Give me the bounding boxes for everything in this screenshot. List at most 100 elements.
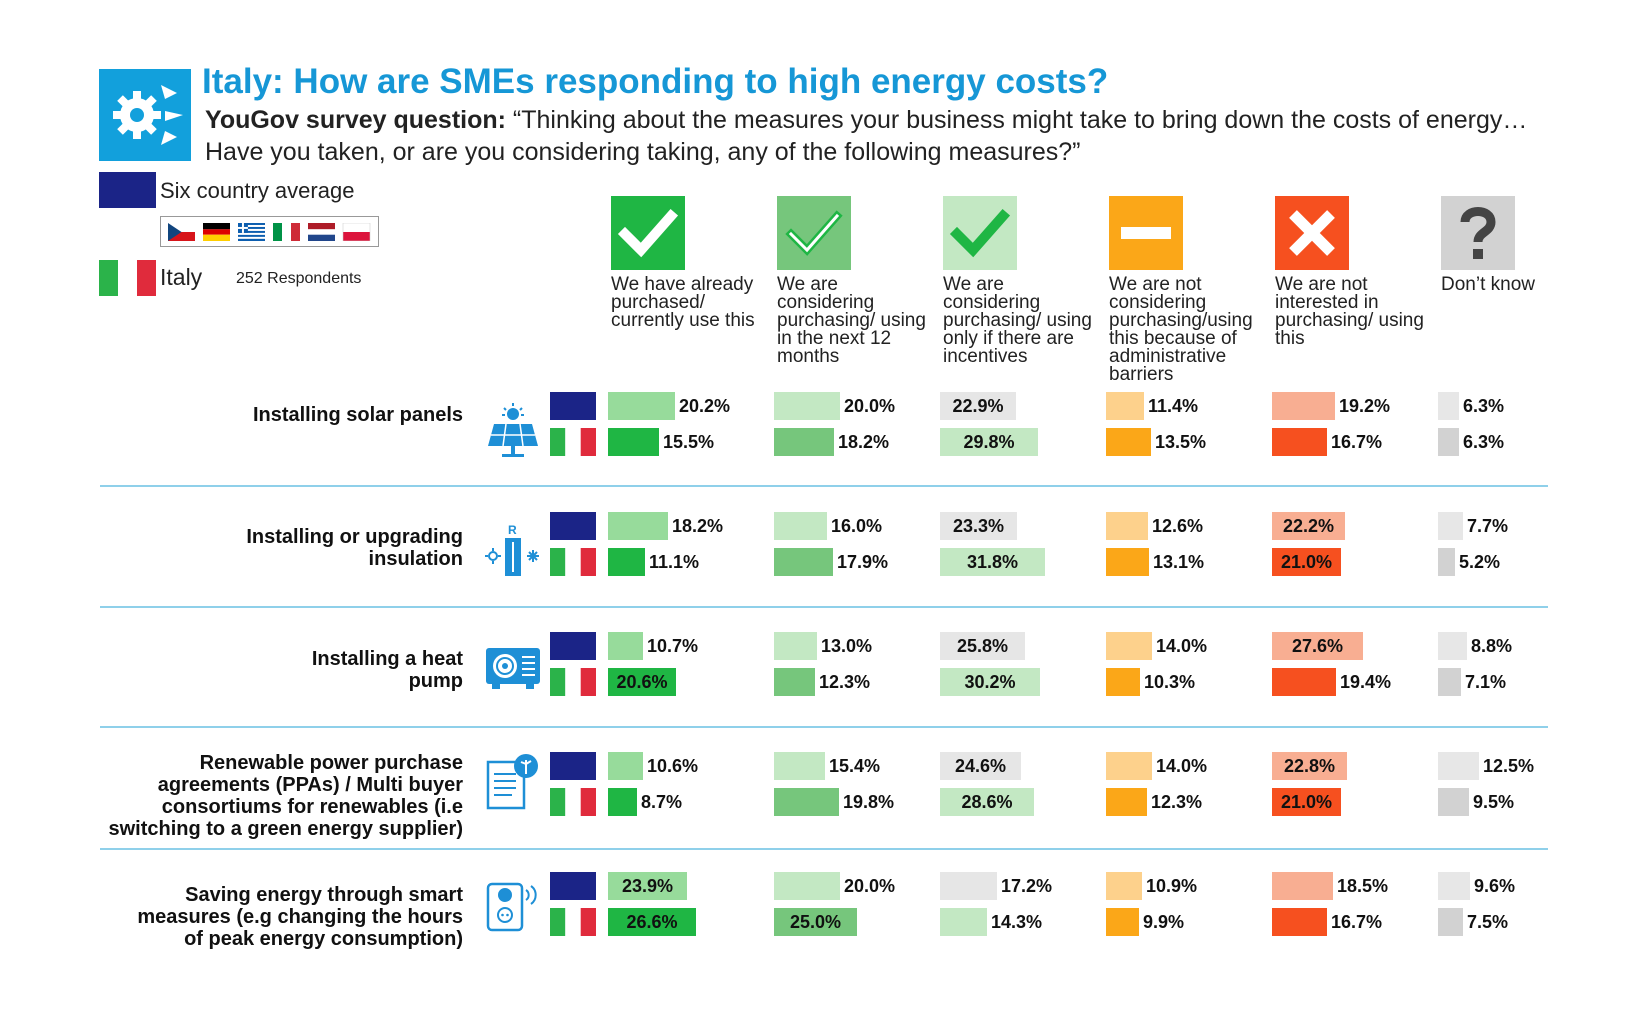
value-label: 19.2% bbox=[1339, 396, 1391, 416]
value-label: 15.5% bbox=[663, 432, 715, 452]
bar-avg-3-1 bbox=[774, 752, 825, 780]
bar-avg-2-0 bbox=[608, 632, 643, 660]
bar-it-1-0 bbox=[608, 548, 645, 576]
bar-it-2-5 bbox=[1438, 668, 1461, 696]
cross-icon bbox=[1275, 196, 1349, 270]
value-label: 9.6% bbox=[1474, 876, 1516, 896]
bar-avg-3-4 bbox=[1272, 752, 1347, 780]
value-label: 14.0% bbox=[1156, 636, 1208, 656]
value-label: 22.2% bbox=[1282, 516, 1335, 536]
value-label: 31.8% bbox=[966, 552, 1019, 572]
bar-avg-0-2 bbox=[940, 392, 1016, 420]
check-icon bbox=[777, 196, 851, 270]
bar-it-4-1 bbox=[774, 908, 857, 936]
bar-avg-3-0 bbox=[608, 752, 643, 780]
value-label: 15.4% bbox=[829, 756, 881, 776]
value-label: 6.3% bbox=[1463, 432, 1505, 452]
respondents-count: 252 Respondents bbox=[236, 270, 362, 287]
bar-it-1-4 bbox=[1272, 548, 1341, 576]
insulation-icon: R bbox=[485, 523, 539, 576]
column-header-admin-barriers: We are not considering purchasing/using … bbox=[1109, 274, 1253, 385]
bar-it-4-2 bbox=[940, 908, 987, 936]
bar-avg-3-2 bbox=[940, 752, 1021, 780]
check-icon bbox=[611, 196, 685, 270]
bar-avg-3-5 bbox=[1438, 752, 1479, 780]
value-label: 17.9% bbox=[837, 552, 889, 572]
bar-avg-2-4 bbox=[1272, 632, 1363, 660]
question-icon bbox=[1441, 196, 1515, 270]
value-label: 26.6% bbox=[626, 912, 678, 932]
bar-avg-4-2 bbox=[940, 872, 997, 900]
greece-flag-icon bbox=[238, 223, 265, 241]
bar-avg-1-0 bbox=[608, 512, 668, 540]
column-header-purchased: We have already purchased/ currently use… bbox=[611, 274, 755, 331]
value-label: 23.3% bbox=[952, 516, 1005, 536]
bar-it-4-3 bbox=[1106, 908, 1139, 936]
czech-flag-icon bbox=[168, 223, 195, 241]
bar-avg-2-1 bbox=[774, 632, 817, 660]
average-flag bbox=[550, 752, 596, 780]
value-label: 11.4% bbox=[1148, 396, 1199, 416]
bar-it-3-2 bbox=[940, 788, 1034, 816]
value-label: 16.7% bbox=[1331, 912, 1383, 932]
value-label: 6.3% bbox=[1463, 396, 1505, 416]
value-label: 12.3% bbox=[1151, 792, 1203, 812]
value-label: 23.9% bbox=[621, 876, 674, 896]
value-label: 8.8% bbox=[1471, 636, 1513, 656]
value-label: 7.5% bbox=[1467, 912, 1509, 932]
bar-it-2-1 bbox=[774, 668, 815, 696]
value-label: 10.6% bbox=[647, 756, 699, 776]
bar-it-1-2 bbox=[940, 548, 1045, 576]
bar-it-0-3 bbox=[1106, 428, 1151, 456]
check-icon bbox=[943, 196, 1017, 270]
value-label: 27.6% bbox=[1291, 636, 1344, 656]
value-label: 30.2% bbox=[964, 672, 1016, 692]
bar-it-2-4 bbox=[1272, 668, 1336, 696]
bar-it-3-1 bbox=[774, 788, 839, 816]
bar-avg-4-0 bbox=[608, 872, 687, 900]
bar-it-2-2 bbox=[940, 668, 1040, 696]
value-label: 12.5% bbox=[1483, 756, 1535, 776]
poland-flag-icon bbox=[342, 223, 371, 241]
value-label: 20.0% bbox=[844, 396, 896, 416]
value-label: 20.0% bbox=[844, 876, 896, 896]
value-label: 21.0% bbox=[1280, 792, 1333, 812]
bar-avg-4-1 bbox=[774, 872, 840, 900]
bar-it-0-1 bbox=[774, 428, 834, 456]
heat-pump-icon bbox=[486, 648, 540, 689]
value-label: 13.5% bbox=[1155, 432, 1207, 452]
question-prefix: YouGov survey question: bbox=[205, 106, 506, 134]
value-label: 7.7% bbox=[1467, 516, 1509, 536]
gear-arrows-icon bbox=[99, 69, 191, 161]
page-title: Italy: How are SMEs responding to high e… bbox=[202, 62, 1109, 101]
bar-avg-3-3 bbox=[1106, 752, 1152, 780]
contract-icon bbox=[486, 754, 538, 810]
bar-it-2-0 bbox=[608, 668, 676, 696]
bar-it-1-5 bbox=[1438, 548, 1455, 576]
value-label: 12.6% bbox=[1152, 516, 1204, 536]
row-separator bbox=[100, 485, 1548, 487]
bar-avg-1-3 bbox=[1106, 512, 1148, 540]
bar-avg-4-4 bbox=[1272, 872, 1333, 900]
row-label-heat-pump: Installing a heat pump bbox=[311, 648, 463, 692]
svg-text:R: R bbox=[508, 523, 517, 537]
row-separator bbox=[100, 726, 1548, 728]
row-label-ppa: Renewable power purchase agreements (PPA… bbox=[108, 752, 463, 840]
question-text: “Thinking about the measures your busine… bbox=[205, 106, 1528, 166]
value-label: 22.8% bbox=[1283, 756, 1336, 776]
column-header-dont-know: Don’t know bbox=[1441, 274, 1535, 295]
value-label: 17.2% bbox=[1001, 876, 1053, 896]
value-label: 14.0% bbox=[1156, 756, 1208, 776]
bar-avg-2-2 bbox=[940, 632, 1025, 660]
bar-avg-0-5 bbox=[1438, 392, 1459, 420]
value-label: 10.7% bbox=[647, 636, 699, 656]
average-flag bbox=[550, 632, 596, 660]
bar-avg-1-5 bbox=[1438, 512, 1463, 540]
average-flag bbox=[550, 872, 596, 900]
bar-it-4-5 bbox=[1438, 908, 1463, 936]
value-label: 13.1% bbox=[1153, 552, 1205, 572]
column-header-next-12-months: We are considering purchasing/ using in … bbox=[777, 274, 926, 367]
bar-avg-2-5 bbox=[1438, 632, 1467, 660]
value-label: 25.8% bbox=[956, 636, 1009, 656]
value-label: 10.3% bbox=[1144, 672, 1196, 692]
